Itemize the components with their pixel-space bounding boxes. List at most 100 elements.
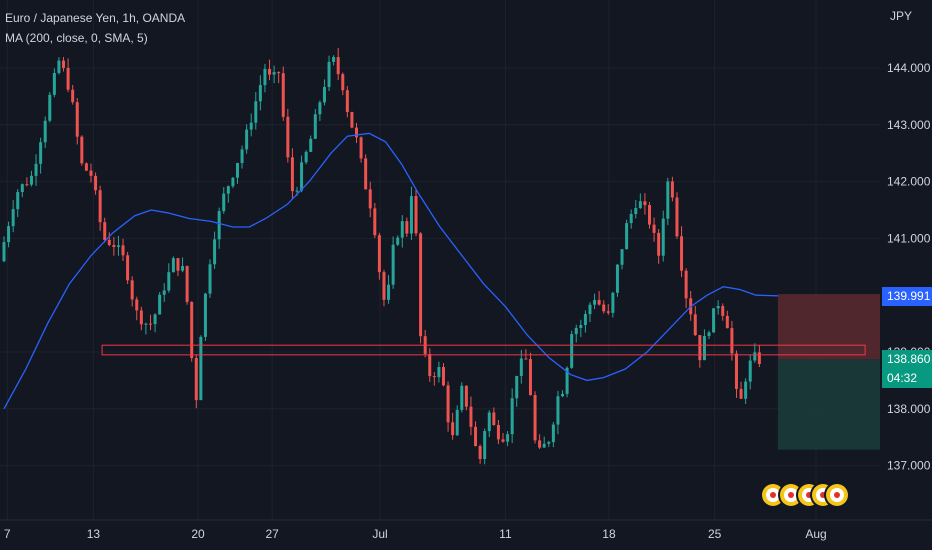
candle-body	[158, 294, 162, 315]
candle-body	[492, 412, 496, 425]
candle-body	[474, 426, 478, 446]
candle-body	[75, 102, 79, 137]
candle-body	[409, 196, 413, 234]
candle-body	[112, 244, 116, 247]
x-tick-label: Jul	[372, 527, 387, 541]
x-tick-label: 25	[708, 527, 722, 541]
candle-body	[11, 209, 15, 227]
candle-body	[446, 385, 450, 423]
candle-body	[190, 301, 194, 359]
candle-body	[139, 310, 143, 325]
candle-body	[249, 122, 253, 130]
candle-body	[602, 304, 606, 312]
candle-body	[506, 434, 510, 442]
candle-body	[71, 89, 75, 103]
candle-body	[377, 235, 381, 273]
ma-legend[interactable]: MA (200, close, 0, SMA, 5)	[5, 31, 148, 45]
candle-body	[153, 314, 157, 325]
candle-body	[245, 129, 249, 150]
candle-body	[176, 258, 180, 271]
candle-body	[39, 142, 43, 164]
candle-body	[295, 190, 299, 192]
candle-body	[597, 299, 601, 305]
candle-body	[680, 236, 684, 271]
candle-body	[574, 327, 578, 335]
candle-body	[98, 190, 102, 223]
candle-body	[441, 367, 445, 386]
candle-body	[107, 239, 111, 245]
candle-body	[428, 353, 432, 377]
candle-body	[359, 137, 363, 159]
y-tick-label: 144.000	[887, 61, 931, 75]
candle-body	[647, 205, 651, 225]
candle-body	[226, 186, 230, 194]
candle-body	[162, 290, 166, 295]
candle-body	[235, 163, 239, 178]
y-tick-label: 137.000	[887, 459, 931, 473]
candle-body	[52, 73, 56, 95]
candle-body	[281, 73, 285, 117]
candle-body	[222, 193, 226, 212]
candle-body	[561, 393, 565, 397]
candle-body	[515, 375, 519, 399]
candle-body	[469, 406, 473, 427]
candle-body	[34, 163, 38, 176]
candle-body	[588, 304, 592, 315]
x-tick-label: 20	[191, 527, 205, 541]
candle-body	[355, 127, 359, 138]
candle-body	[350, 112, 354, 128]
candle-body	[519, 358, 523, 376]
candle-body	[25, 184, 29, 186]
candle-body	[290, 157, 294, 192]
y-tick-label: 138.000	[887, 402, 931, 416]
x-tick-label: 27	[265, 527, 279, 541]
x-tick-label: 11	[499, 527, 512, 541]
candle-body	[528, 359, 532, 396]
candle-body	[542, 443, 546, 448]
candle-body	[208, 264, 212, 294]
candle-body	[712, 308, 716, 333]
candle-body	[240, 149, 244, 164]
candle-body	[414, 196, 418, 234]
candle-body	[432, 376, 436, 378]
candle-body	[666, 181, 670, 219]
candle-body	[171, 258, 175, 273]
candle-body	[62, 60, 66, 68]
event-flag-icon[interactable]	[762, 484, 784, 506]
candle-body	[382, 272, 386, 300]
candle-body	[547, 442, 551, 444]
candle-body	[126, 255, 130, 281]
candle-body	[625, 223, 629, 250]
y-tick-label: 141.000	[887, 231, 931, 245]
take-profit-zone	[777, 359, 887, 450]
candle-body	[313, 114, 317, 139]
candle-body	[725, 315, 729, 329]
symbol-legend[interactable]: Euro / Japanese Yen, 1h, OANDA	[5, 11, 186, 25]
candle-body	[231, 177, 235, 187]
candle-body	[268, 68, 272, 75]
event-flag-icon[interactable]	[826, 484, 848, 506]
candle-body	[368, 189, 372, 209]
candle-body	[263, 68, 267, 86]
candle-body	[7, 226, 11, 243]
candle-body	[286, 116, 290, 158]
candle-body	[464, 385, 468, 407]
candle-body	[643, 201, 647, 206]
event-flag-icon[interactable]	[780, 484, 802, 506]
candle-body	[135, 299, 139, 311]
candle-body	[391, 244, 395, 285]
candle-body	[103, 222, 107, 240]
candle-body	[400, 221, 404, 238]
candle-body	[181, 266, 185, 271]
candle-body	[419, 233, 423, 337]
candle-body	[258, 85, 262, 102]
candle-body	[611, 292, 615, 313]
price-axis-panel	[880, 0, 932, 520]
y-tick-label: 143.000	[887, 118, 931, 132]
candle-body	[478, 445, 482, 459]
candle-body	[579, 325, 583, 328]
candle-body	[675, 197, 679, 237]
candle-body	[524, 358, 528, 360]
candle-body	[629, 214, 633, 224]
